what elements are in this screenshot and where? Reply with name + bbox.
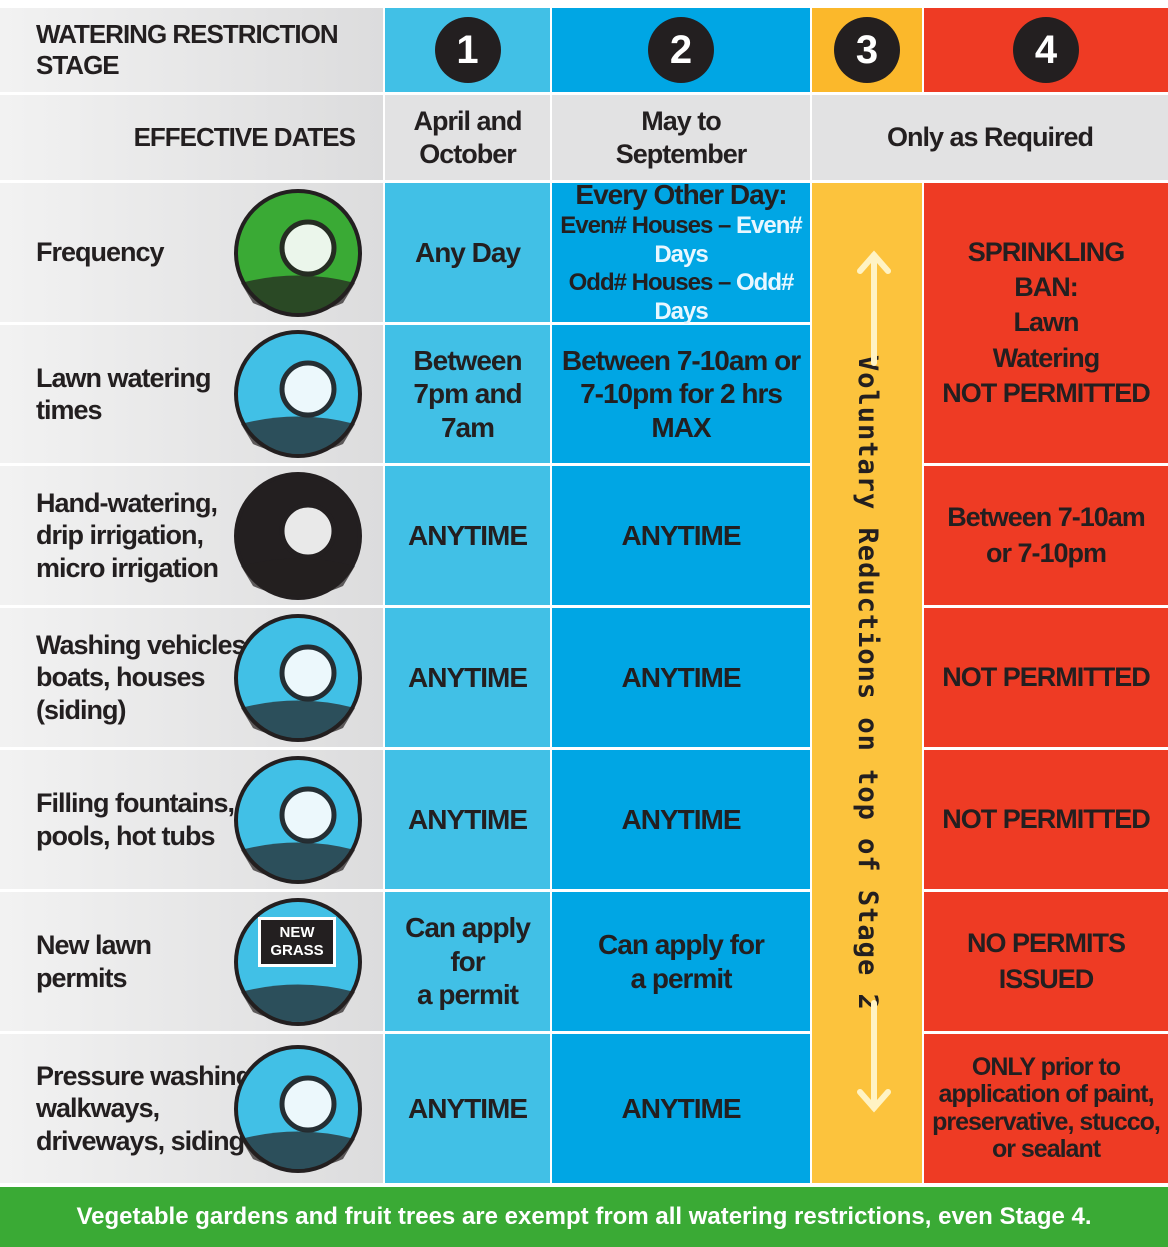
- row-icon: [234, 471, 362, 600]
- stage3-text: Voluntary Reductions on top of Stage 2: [852, 355, 884, 1011]
- stage4-cell: NOT PERMITTED: [924, 608, 1168, 747]
- frequency-line: Even# Houses – Even# Days: [552, 212, 810, 270]
- dates-stage3-4: Only as Required: [812, 95, 1168, 180]
- row-icon: [234, 330, 362, 458]
- stage4-cell: NOT PERMITTED: [924, 750, 1168, 889]
- stage2-cell: ANYTIME: [552, 1034, 810, 1183]
- stage-number: 1: [434, 17, 501, 83]
- days: Odd# Days: [654, 269, 794, 326]
- days: Even# Days: [654, 211, 802, 268]
- stage-number: 3: [834, 17, 900, 83]
- stage-header: 1: [385, 8, 550, 92]
- row-icon: [234, 1044, 362, 1173]
- stage1-cell: Between 7pm and 7am: [385, 325, 550, 463]
- stage2-cell: ANYTIME: [552, 608, 810, 747]
- stage2-cell: Between 7-10am or 7-10pm for 2 hrs MAX: [552, 325, 810, 463]
- stage-header: 3: [812, 8, 922, 92]
- houses: Even# Houses –: [560, 211, 731, 239]
- stage4-cell: ONLY prior to application of paint, pres…: [924, 1034, 1168, 1183]
- stage1-cell: ANYTIME: [385, 1034, 550, 1183]
- stage2-cell: ANYTIME: [552, 750, 810, 889]
- stage2-cell: Every Other Day: Even# Houses – Even# Day…: [552, 179, 810, 325]
- arrows: [857, 250, 891, 1113]
- stage4-cell: NO PERMITS ISSUED: [924, 892, 1168, 1031]
- stage2-cell: ANYTIME: [552, 466, 810, 605]
- frequency-line: Odd# Houses – Odd# Days: [552, 269, 810, 327]
- stage-header: 2: [552, 8, 810, 92]
- stage1-cell: ANYTIME: [385, 750, 550, 889]
- stage1-cell: ANYTIME: [385, 466, 550, 605]
- frequency-title: Every Other Day:: [575, 179, 787, 211]
- stage2-cell: Can apply for a permit: [552, 892, 810, 1031]
- row-icon: [234, 188, 362, 317]
- dates-label: EFFECTIVE DATES: [0, 95, 383, 180]
- row-icon: [234, 613, 362, 742]
- stage1-cell: ANYTIME: [385, 608, 550, 747]
- stage4-cell: Between 7-10am or 7-10pm: [924, 466, 1168, 605]
- dates-stage1: April and October: [385, 95, 550, 180]
- stage4-cell: SPRINKLING BAN: Lawn Watering NOT PERMIT…: [924, 183, 1168, 463]
- stage-header: 4: [924, 8, 1168, 92]
- stage-number: 4: [1013, 17, 1079, 83]
- stage-header-label: WATERING RESTRICTION STAGE: [0, 8, 383, 92]
- row-icon: [234, 755, 362, 884]
- stage1-cell: Any Day: [385, 183, 550, 322]
- stage-number: 2: [648, 17, 714, 83]
- stage3-column: Voluntary Reductions on top of Stage 2: [812, 183, 922, 1183]
- footer: Vegetable gardens and fruit trees are ex…: [0, 1187, 1168, 1247]
- sign: NEW GRASS: [258, 917, 336, 967]
- stage1-cell: Can apply for a permit: [385, 892, 550, 1031]
- houses: Odd# Houses –: [568, 269, 732, 297]
- dates-stage2: May to September: [552, 95, 810, 180]
